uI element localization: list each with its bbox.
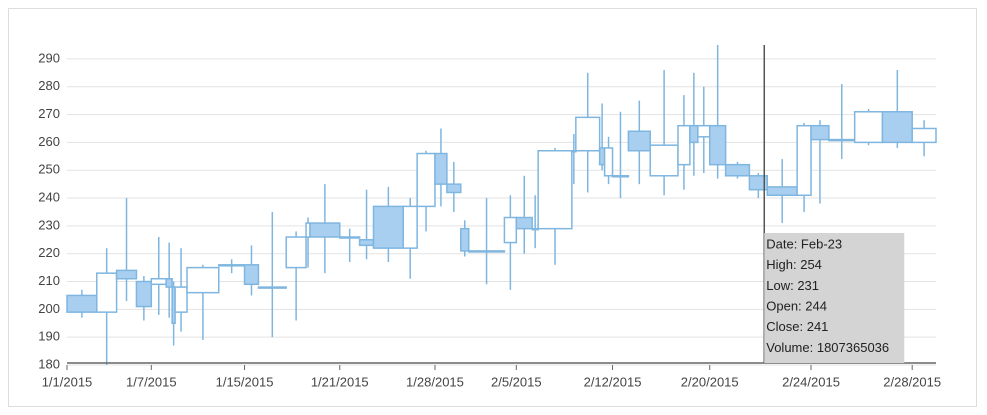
x-tick-label: 1/15/2015: [216, 374, 274, 389]
candle-body: [677, 124, 691, 166]
candle-body: [881, 111, 913, 144]
candle-body: [708, 124, 727, 166]
candle-body: [446, 183, 462, 194]
y-tick-label: 280: [38, 78, 60, 93]
candle-body: [186, 266, 220, 294]
candle-body: [575, 116, 601, 152]
y-tick-label: 210: [38, 273, 60, 288]
candle-body: [853, 111, 884, 144]
tooltip-line: Volume: 1807365036: [766, 340, 889, 355]
tooltip-line: Close: 241: [766, 319, 828, 334]
candle-body: [460, 227, 470, 252]
candle-body: [911, 127, 937, 144]
candle-body: [66, 294, 98, 313]
y-tick-label: 240: [38, 189, 60, 204]
candle-body: [358, 239, 375, 247]
x-tick-label: 1/28/2015: [406, 374, 464, 389]
candle-body: [339, 236, 361, 239]
candle-body: [135, 280, 153, 308]
candle-body: [828, 138, 856, 142]
y-tick-label: 290: [38, 50, 60, 65]
candle-body: [603, 147, 614, 177]
x-tick-label: 1/7/2015: [126, 374, 177, 389]
candle-body: [115, 269, 138, 280]
candle-body: [467, 250, 506, 253]
x-tick-label: 2/24/2015: [782, 374, 840, 389]
y-tick-label: 260: [38, 134, 60, 149]
x-tick-label: 1/1/2015: [42, 374, 93, 389]
candle-body: [748, 175, 769, 191]
y-tick-label: 190: [38, 329, 60, 344]
candle-body: [372, 205, 404, 249]
candle-body: [218, 264, 246, 267]
y-tick-label: 230: [38, 217, 60, 232]
candle-body: [689, 124, 699, 144]
candle-body: [796, 124, 812, 197]
candle-body: [515, 216, 533, 230]
candle-body: [649, 144, 679, 177]
candle-body: [697, 124, 711, 138]
tooltip-line: Low: 231: [766, 278, 819, 293]
candle-body: [285, 236, 307, 269]
tooltip-line: High: 254: [766, 257, 822, 272]
candle-body: [434, 152, 448, 185]
candle-body: [724, 163, 751, 177]
y-tick-label: 270: [38, 106, 60, 121]
y-tick-label: 180: [38, 356, 60, 371]
candle-body: [531, 227, 539, 231]
candle-body: [627, 130, 651, 152]
candle-body: [611, 175, 630, 178]
x-tick-label: 2/28/2015: [883, 374, 941, 389]
y-tick-label: 250: [38, 162, 60, 177]
tooltip-line: Date: Feb-23: [766, 236, 842, 251]
y-tick-label: 200: [38, 301, 60, 316]
candle-body: [257, 286, 287, 289]
y-tick-label: 220: [38, 245, 60, 260]
candle-body: [766, 186, 798, 197]
tooltip-box: [764, 233, 905, 363]
candle-body: [537, 149, 573, 230]
candle-body: [243, 264, 260, 286]
candle-body: [96, 272, 118, 313]
candle-body: [503, 216, 518, 244]
candle-body: [174, 286, 188, 313]
tooltip-line: Open: 244: [766, 299, 827, 314]
tooltip: Date: Feb-23 High: 254 Low: 231 Open: 244 Cl…: [764, 233, 905, 363]
x-tick-label: 1/21/2015: [311, 374, 369, 389]
x-tick-label: 2/12/2015: [584, 374, 642, 389]
candle-body: [150, 277, 167, 286]
candle-body: [402, 205, 418, 249]
x-tick-label: 2/5/2015: [491, 374, 542, 389]
candle-body: [309, 222, 341, 238]
x-tick-label: 2/20/2015: [681, 374, 739, 389]
candle-body: [165, 277, 173, 288]
candle-body: [416, 152, 436, 208]
candle-body: [810, 124, 830, 141]
